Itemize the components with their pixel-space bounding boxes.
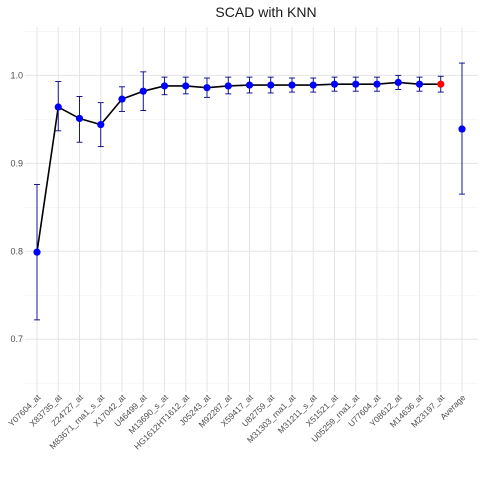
y-tick-label: 0.7 <box>10 334 23 344</box>
data-point <box>331 81 338 88</box>
data-point <box>225 82 232 89</box>
data-point <box>310 81 317 88</box>
y-tick-label: 0.9 <box>10 158 23 168</box>
data-point <box>203 84 210 91</box>
data-point <box>352 81 359 88</box>
data-point <box>55 103 62 110</box>
data-point <box>416 81 423 88</box>
data-point <box>97 121 104 128</box>
data-point <box>118 96 125 103</box>
data-point <box>395 79 402 86</box>
data-point <box>161 82 168 89</box>
data-point <box>182 82 189 89</box>
data-point <box>373 81 380 88</box>
y-axis-ticks: 0.7 0.8 0.9 1.0 <box>10 70 23 344</box>
data-point <box>246 81 253 88</box>
data-point <box>458 125 465 132</box>
data-point <box>267 81 274 88</box>
x-axis-ticks: Y07604_atX83735_atZ24727_atM83671_rna1_s… <box>6 392 467 452</box>
y-tick-label: 1.0 <box>10 70 23 80</box>
data-point <box>140 88 147 95</box>
series-line <box>37 82 441 252</box>
data-point <box>33 249 40 256</box>
data-point <box>288 81 295 88</box>
chart-title: SCAD with KNN <box>215 4 316 20</box>
data-point <box>437 81 444 88</box>
series-line-group <box>37 82 441 252</box>
grid <box>25 27 478 392</box>
y-tick-label: 0.8 <box>10 246 23 256</box>
data-point <box>76 115 83 122</box>
